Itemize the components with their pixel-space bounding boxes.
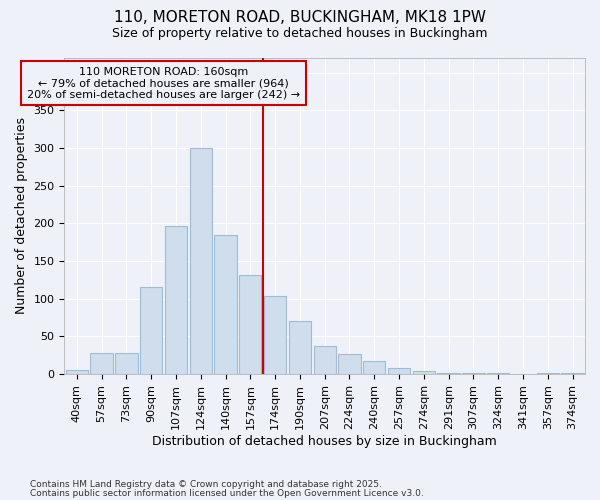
Bar (91, 353, 113, 374)
Bar (562, 372, 584, 374)
Bar (115, 353, 137, 374)
X-axis label: Distribution of detached houses by size in Buckingham: Distribution of detached houses by size … (152, 434, 497, 448)
Bar (165, 226, 187, 374)
Text: 110, MORETON ROAD, BUCKINGHAM, MK18 1PW: 110, MORETON ROAD, BUCKINGHAM, MK18 1PW (114, 10, 486, 25)
Bar (190, 148, 212, 374)
Bar (214, 236, 236, 374)
Bar (140, 288, 163, 374)
Bar (264, 296, 286, 374)
Bar (338, 354, 361, 374)
Text: Contains public sector information licensed under the Open Government Licence v3: Contains public sector information licen… (30, 490, 424, 498)
Bar (363, 360, 385, 374)
Bar (239, 276, 262, 374)
Bar (314, 346, 336, 374)
Bar (289, 322, 311, 374)
Bar (388, 368, 410, 374)
Text: Contains HM Land Registry data © Crown copyright and database right 2025.: Contains HM Land Registry data © Crown c… (30, 480, 382, 489)
Bar (65, 370, 88, 374)
Text: Size of property relative to detached houses in Buckingham: Size of property relative to detached ho… (112, 28, 488, 40)
Bar (413, 371, 435, 374)
Text: 110 MORETON ROAD: 160sqm
← 79% of detached houses are smaller (964)
20% of semi-: 110 MORETON ROAD: 160sqm ← 79% of detach… (27, 66, 300, 100)
Y-axis label: Number of detached properties: Number of detached properties (15, 118, 28, 314)
